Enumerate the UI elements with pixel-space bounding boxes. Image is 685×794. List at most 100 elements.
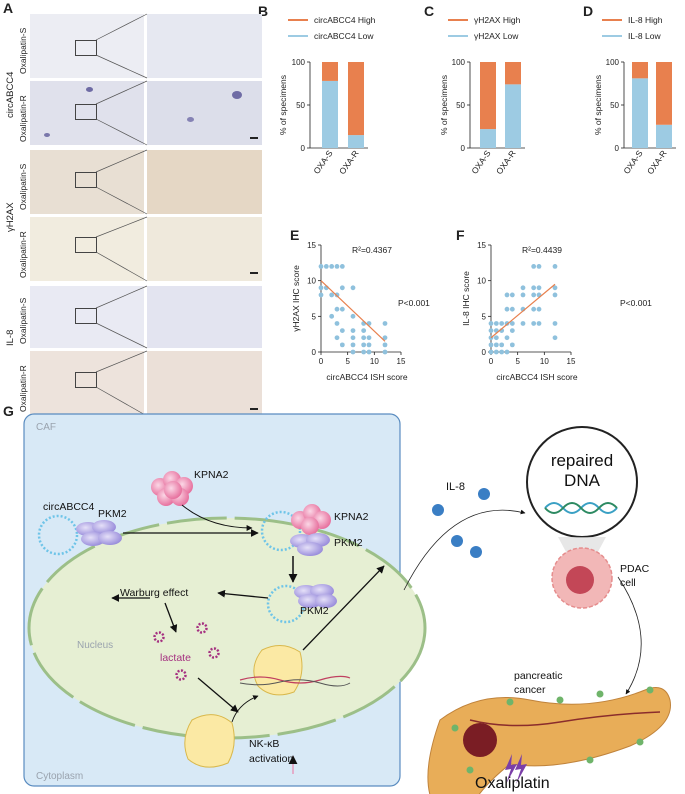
- data-point-e-1: [318, 285, 324, 291]
- data-point-e-15: [339, 306, 345, 312]
- bar-high-d-0: [632, 62, 648, 79]
- y-tick-label-f-2: 10: [477, 277, 486, 286]
- data-point-f-10: [499, 321, 505, 326]
- data-point-f-24: [520, 285, 526, 291]
- y-tick-label-b-0: 0: [301, 144, 306, 153]
- y-tick-label-e-1: 5: [312, 312, 317, 321]
- r2-label-f: R²=0.4439: [522, 245, 562, 255]
- data-point-f-19: [509, 292, 515, 298]
- il8-dots: [432, 488, 490, 558]
- data-point-e-35: [382, 342, 388, 348]
- micrograph-circabcc4-r-overview: [30, 81, 144, 145]
- data-point-e-20: [350, 328, 356, 333]
- data-point-e-13: [339, 264, 345, 269]
- bar-low-b-1: [348, 135, 364, 148]
- x-tick-label-f-3: 15: [567, 357, 576, 366]
- activation-label: activation: [249, 753, 294, 765]
- data-point-e-18: [350, 285, 356, 291]
- panel-letter-d: D: [583, 3, 594, 19]
- micrograph-il8-s-overview: [30, 286, 144, 348]
- data-point-e-21: [350, 335, 356, 341]
- data-point-e-11: [334, 321, 340, 326]
- complex-pkm2-label: PKM2: [334, 537, 363, 549]
- complex-ring: [260, 510, 302, 552]
- data-point-e-19: [350, 313, 356, 319]
- data-point-f-22: [509, 328, 515, 333]
- caf-label: CAF: [36, 422, 56, 433]
- nuclear-pkm2-label: PKM2: [300, 605, 329, 617]
- micrograph-gh2ax-r-zoom: [147, 217, 262, 281]
- data-point-f-14: [504, 292, 510, 298]
- panel-letter-c: C: [424, 3, 435, 19]
- legend-label-b-1: circABCC4 Low: [314, 31, 374, 41]
- arrow-lactate-to-nfkb: [197, 677, 239, 713]
- data-point-f-18: [504, 349, 510, 355]
- legend-label-b-0: circABCC4 High: [314, 15, 376, 25]
- y-tick-label-c-2: 100: [452, 58, 466, 67]
- p-value-label-f: P<0.001: [620, 298, 652, 308]
- data-point-e-22: [350, 342, 356, 348]
- data-point-f-9: [493, 349, 499, 355]
- data-point-e-10: [334, 306, 340, 312]
- data-point-f-5: [493, 321, 499, 326]
- y-tick-label-c-0: 0: [461, 144, 466, 153]
- cancer-label: cancer: [514, 684, 546, 696]
- panel-letter-g: G: [3, 403, 14, 419]
- panel-letter-b: B: [258, 3, 269, 19]
- repaired-label: repaired: [551, 451, 613, 470]
- pancreatic-label: pancreatic: [514, 670, 562, 682]
- data-point-f-25: [520, 292, 526, 298]
- data-point-f-3: [488, 342, 494, 348]
- data-point-e-25: [361, 328, 367, 333]
- y-axis-label-e: γH2AX IHC score: [291, 265, 301, 332]
- data-point-f-41: [552, 321, 558, 326]
- lightning-icon: [505, 754, 527, 784]
- data-point-e-0: [318, 264, 324, 269]
- dna-helix-icon: [544, 502, 618, 514]
- il8-label: IL-8: [446, 481, 465, 493]
- legend-label-c-1: γH2AX Low: [474, 31, 519, 41]
- data-point-f-7: [493, 335, 499, 341]
- panel-letter-e: E: [290, 227, 300, 243]
- y-tick-label-d-1: 50: [610, 101, 619, 110]
- data-point-e-27: [361, 342, 367, 348]
- x-axis-label-e: circABCC4 ISH score: [326, 372, 408, 382]
- data-point-f-42: [552, 335, 558, 341]
- circabcc4-label: circABCC4: [43, 501, 95, 513]
- data-point-e-7: [329, 313, 335, 319]
- p-value-label-e: P<0.001: [398, 298, 430, 308]
- x-tick-label-e-3: 15: [397, 357, 406, 366]
- data-point-f-17: [504, 335, 510, 341]
- bar-high-d-1: [656, 62, 672, 125]
- bar-low-c-1: [505, 84, 521, 148]
- y-tick-label-f-1: 5: [482, 312, 487, 321]
- data-point-f-37: [536, 321, 542, 326]
- data-point-f-27: [520, 321, 526, 326]
- data-point-f-33: [536, 264, 542, 269]
- x-tick-label-f-0: 0: [489, 357, 494, 366]
- bar-high-c-1: [505, 62, 521, 85]
- pkm2-protein: [76, 520, 122, 546]
- y-tick-label-e-0: 0: [312, 348, 317, 357]
- data-point-e-9: [334, 292, 340, 298]
- data-point-e-8: [334, 264, 340, 269]
- arrow-il8-to-dna: [403, 509, 526, 591]
- y-tick-label-b-1: 50: [296, 101, 305, 110]
- pdac-cell: [551, 547, 613, 609]
- complex-kpna2-label: KPNA2: [334, 511, 369, 523]
- data-point-f-39: [552, 285, 558, 291]
- data-point-e-17: [339, 342, 345, 348]
- data-point-f-38: [552, 264, 558, 269]
- micrograph-il8-r-overview: [30, 351, 144, 416]
- x-tick-label-e-0: 0: [319, 357, 324, 366]
- data-point-f-13: [499, 349, 505, 355]
- x-tick-label-e-2: 10: [370, 357, 379, 366]
- complex-pkm2: [290, 533, 330, 556]
- bar-low-b-0: [322, 80, 338, 148]
- y-tick-label-e-2: 10: [307, 277, 316, 286]
- data-point-f-21: [509, 321, 515, 326]
- y-axis-label-c: % of specimens: [439, 75, 449, 135]
- data-point-e-12: [334, 335, 340, 341]
- oxaliplatin-label: Oxaliplatin: [475, 775, 550, 792]
- y-axis-label-f: IL-8 IHC score: [461, 271, 471, 326]
